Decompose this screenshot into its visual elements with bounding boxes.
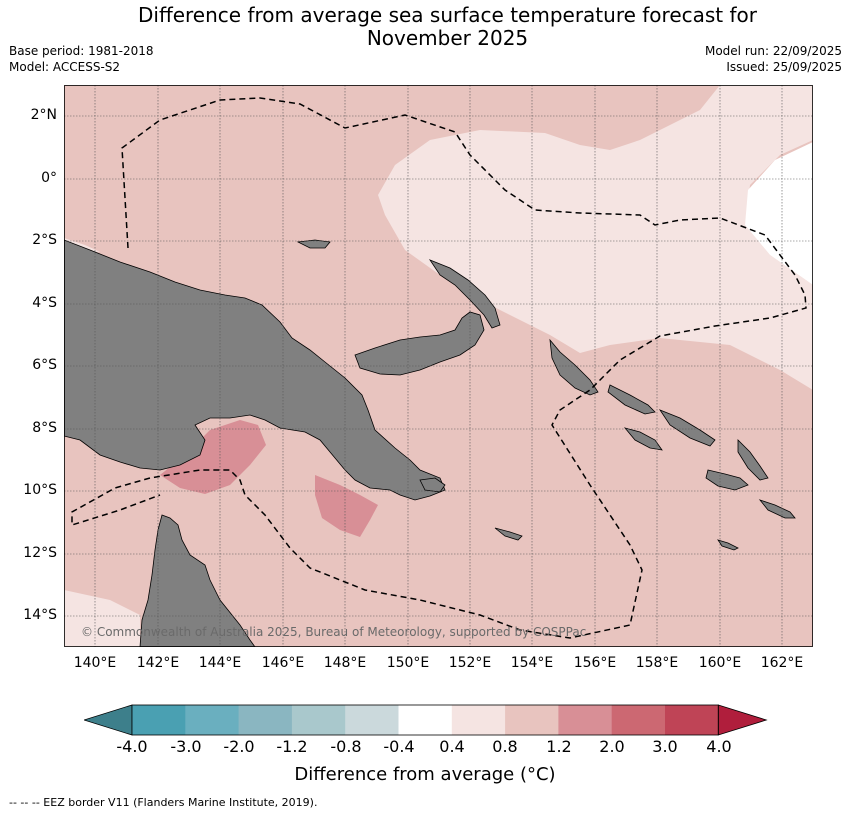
land-manus bbox=[296, 239, 331, 249]
colorbar-segment bbox=[345, 705, 399, 735]
colorbar-tick: -2.0 bbox=[223, 737, 255, 756]
land-louisiade bbox=[494, 527, 523, 541]
colorbar-segment bbox=[558, 705, 613, 735]
lon-label: 152°E bbox=[448, 655, 492, 671]
colorbar-segment bbox=[185, 705, 240, 735]
anomaly-region-neutral bbox=[745, 142, 813, 285]
colorbar-segment bbox=[505, 705, 559, 735]
lat-label: 14°S bbox=[23, 607, 57, 623]
lat-label: 4°S bbox=[32, 295, 57, 311]
anomaly-region-1-2-2-0-a bbox=[160, 420, 266, 494]
colorbar-tick: 4.0 bbox=[706, 737, 732, 756]
anomaly-region-0-4-0-8 bbox=[378, 85, 813, 390]
graticule bbox=[64, 85, 813, 647]
colorbar-tick: 0.4 bbox=[439, 737, 465, 756]
lat-label: 2°S bbox=[32, 232, 57, 248]
land-rennell bbox=[717, 539, 739, 551]
lat-label: 10°S bbox=[23, 482, 57, 498]
colorbar-tick: 2.0 bbox=[599, 737, 625, 756]
lon-label: 160°E bbox=[698, 655, 742, 671]
land-guadalcanal bbox=[705, 469, 749, 491]
lat-label: 12°S bbox=[23, 545, 57, 561]
land-dentrecasteaux bbox=[419, 477, 446, 493]
land-malaita bbox=[737, 439, 769, 481]
colorbar-segment bbox=[238, 705, 293, 735]
colorbar-tick: -4.0 bbox=[116, 737, 148, 756]
lon-label: 142°E bbox=[136, 655, 180, 671]
title-line-2: November 2025 bbox=[366, 26, 529, 50]
land-cape-york bbox=[139, 514, 256, 647]
colorbar-tick: 3.0 bbox=[652, 737, 678, 756]
chart-title: Difference from average sea surface temp… bbox=[0, 4, 850, 50]
eez-legend: -- -- -- EEZ border V11 (Flanders Marine… bbox=[9, 796, 318, 809]
lon-label: 158°E bbox=[635, 655, 679, 671]
land-makira bbox=[758, 499, 796, 519]
colorbar-segment bbox=[451, 705, 506, 735]
issued-date: Issued: 25/09/2025 bbox=[726, 60, 842, 74]
colorbar-tick: -0.4 bbox=[383, 737, 415, 756]
land-bougainville bbox=[549, 338, 599, 396]
title-line-1: Difference from average sea surface temp… bbox=[137, 3, 757, 27]
lon-label: 148°E bbox=[323, 655, 367, 671]
anomaly-region-0-4-0-8-sw bbox=[64, 590, 140, 647]
map-border bbox=[64, 85, 813, 647]
meta-right: Model run: 22/09/2025 Issued: 25/09/2025 bbox=[705, 43, 842, 75]
colorbar-outline bbox=[131, 704, 719, 736]
colorbar-extend-high bbox=[717, 704, 768, 736]
land-new-ireland bbox=[428, 259, 501, 329]
colorbar-segment bbox=[665, 705, 719, 735]
lon-label: 156°E bbox=[573, 655, 617, 671]
model-run: Model run: 22/09/2025 bbox=[704, 44, 842, 58]
colorbar-label: Difference from average (°C) bbox=[294, 764, 556, 785]
lat-label: 6°S bbox=[32, 357, 57, 373]
colorbar-tick: 0.8 bbox=[492, 737, 518, 756]
lat-label: 0° bbox=[41, 170, 57, 186]
colorbar-segment bbox=[132, 705, 186, 735]
land-new-britain bbox=[354, 311, 485, 376]
colorbar-tick: -3.0 bbox=[170, 737, 202, 756]
colorbar bbox=[84, 704, 768, 736]
land-santa-isabel bbox=[658, 409, 716, 447]
lat-label: 2°N bbox=[30, 107, 57, 123]
copyright-text: © Commonwealth of Australia 2025, Bureau… bbox=[81, 625, 587, 639]
colorbar-segment bbox=[291, 705, 346, 735]
eez-border bbox=[71, 97, 807, 639]
lat-label: 8°S bbox=[32, 420, 57, 436]
colorbar-extend-low bbox=[84, 704, 133, 736]
lon-label: 154°E bbox=[510, 655, 554, 671]
colorbar-tick: 1.2 bbox=[546, 737, 572, 756]
colorbar-segment bbox=[398, 705, 453, 735]
lon-label: 146°E bbox=[261, 655, 305, 671]
meta-left: Base period: 1981-2018 Model: ACCESS-S2 bbox=[9, 43, 154, 75]
land-choiseul bbox=[607, 384, 656, 415]
colorbar-tick: -0.8 bbox=[330, 737, 362, 756]
land-new-georgia bbox=[623, 427, 663, 451]
lon-label: 150°E bbox=[386, 655, 430, 671]
sst-anomaly-map bbox=[64, 85, 813, 647]
landmasses bbox=[64, 239, 796, 647]
lon-label: 144°E bbox=[198, 655, 242, 671]
anomaly-region-1-2-2-0-b bbox=[315, 475, 378, 537]
lon-label: 162°E bbox=[760, 655, 804, 671]
base-period: Base period: 1981-2018 bbox=[9, 44, 154, 58]
lon-label: 140°E bbox=[73, 655, 117, 671]
colorbar-segment bbox=[611, 705, 666, 735]
model-name: Model: ACCESS-S2 bbox=[9, 60, 121, 74]
colorbar-tick: -1.2 bbox=[276, 737, 308, 756]
